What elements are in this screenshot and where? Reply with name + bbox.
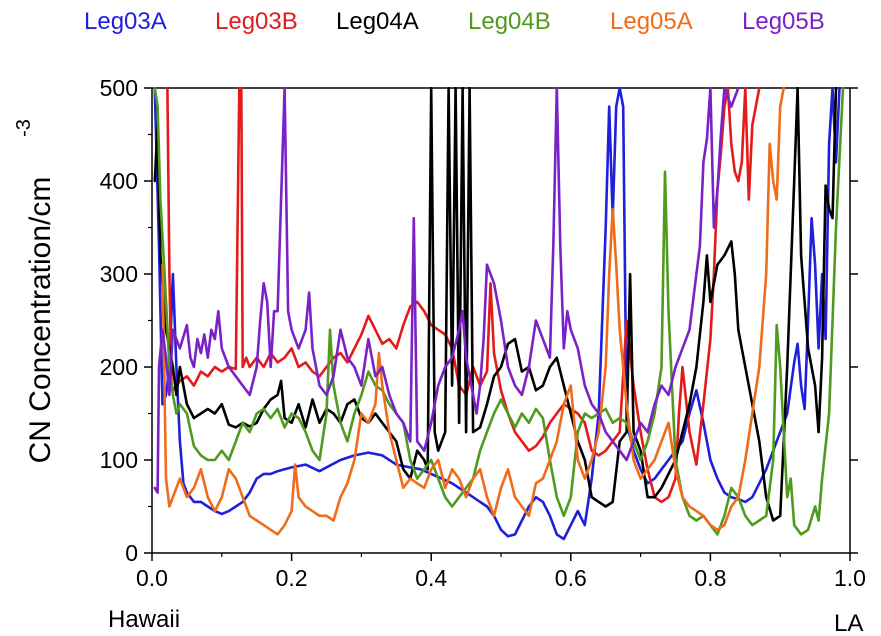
y-tick-label: 300	[100, 261, 138, 287]
legend-entry-leg05a: Leg05A	[610, 8, 693, 35]
series-line-leg05a	[161, 87, 785, 536]
legend-entry-leg05b: Leg05B	[742, 8, 825, 35]
x-axis: 0.0 0.2 0.4 0.6 0.8 1.0	[136, 553, 866, 591]
x-start-label: Hawaii	[108, 606, 180, 633]
series-line-leg03a	[153, 87, 841, 541]
legend-entry-leg04b: Leg04B	[468, 8, 551, 35]
x-tick-label: 0.8	[694, 565, 726, 591]
x-tick-label: 0.4	[415, 565, 447, 591]
y-tick-label: 100	[100, 447, 138, 473]
y-tick-label: 200	[100, 354, 138, 380]
legend-entry-leg03b: Leg03B	[215, 8, 298, 35]
legend: Leg03A Leg03B Leg04A Leg04B Leg05A Leg05B	[84, 8, 825, 35]
y-axis-label: CN Concentration/cm	[24, 177, 57, 464]
y-axis: 0 100 200 300 400 500	[100, 75, 858, 566]
series-layer	[153, 87, 845, 541]
x-tick-label: 0.6	[555, 565, 587, 591]
series-line-leg05b	[153, 87, 740, 494]
series-line-leg04b	[153, 87, 845, 536]
legend-entry-leg04a: Leg04A	[336, 8, 419, 35]
legend-entry-leg03a: Leg03A	[84, 8, 167, 35]
series-line-leg04a	[153, 87, 838, 522]
y-tick-label: 500	[100, 75, 138, 101]
y-tick-label: 400	[100, 168, 138, 194]
x-tick-label: 1.0	[834, 565, 866, 591]
x-tick-label: 0.0	[136, 565, 168, 591]
y-tick-label: 0	[125, 540, 138, 566]
x-tick-label: 0.2	[276, 565, 308, 591]
x-end-label: LA	[834, 610, 863, 636]
y-axis-label-exponent: -3	[13, 119, 35, 137]
